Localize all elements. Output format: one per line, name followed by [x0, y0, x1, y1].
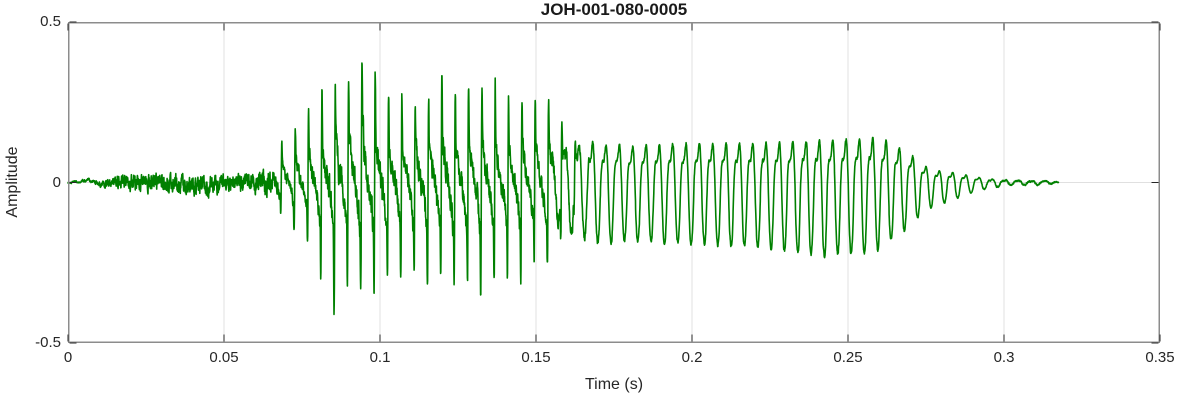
y-tick-label: -0.5: [35, 334, 61, 351]
waveform-path: [67, 62, 1060, 316]
plot-area: [67, 21, 1161, 344]
x-tick-label: 0.3: [993, 349, 1015, 366]
x-axis-label: Time (s): [584, 376, 644, 393]
chart-title: JOH-001-080-0005: [540, 0, 688, 19]
x-tick-label: 0.05: [209, 349, 239, 366]
x-tick-label: 0: [63, 349, 73, 366]
x-tick-label: 0.25: [833, 349, 863, 366]
axes-box: [68, 22, 1160, 343]
x-tick-label: 0.15: [521, 349, 551, 366]
x-tick-label: 0.35: [1145, 349, 1175, 366]
waveform-plot-svg: [67, 21, 1161, 344]
y-tick-label: 0.5: [40, 13, 61, 30]
x-tick-label: 0.2: [681, 349, 703, 366]
x-tick-label: 0.1: [369, 349, 391, 366]
y-tick-label: 0: [52, 173, 61, 191]
